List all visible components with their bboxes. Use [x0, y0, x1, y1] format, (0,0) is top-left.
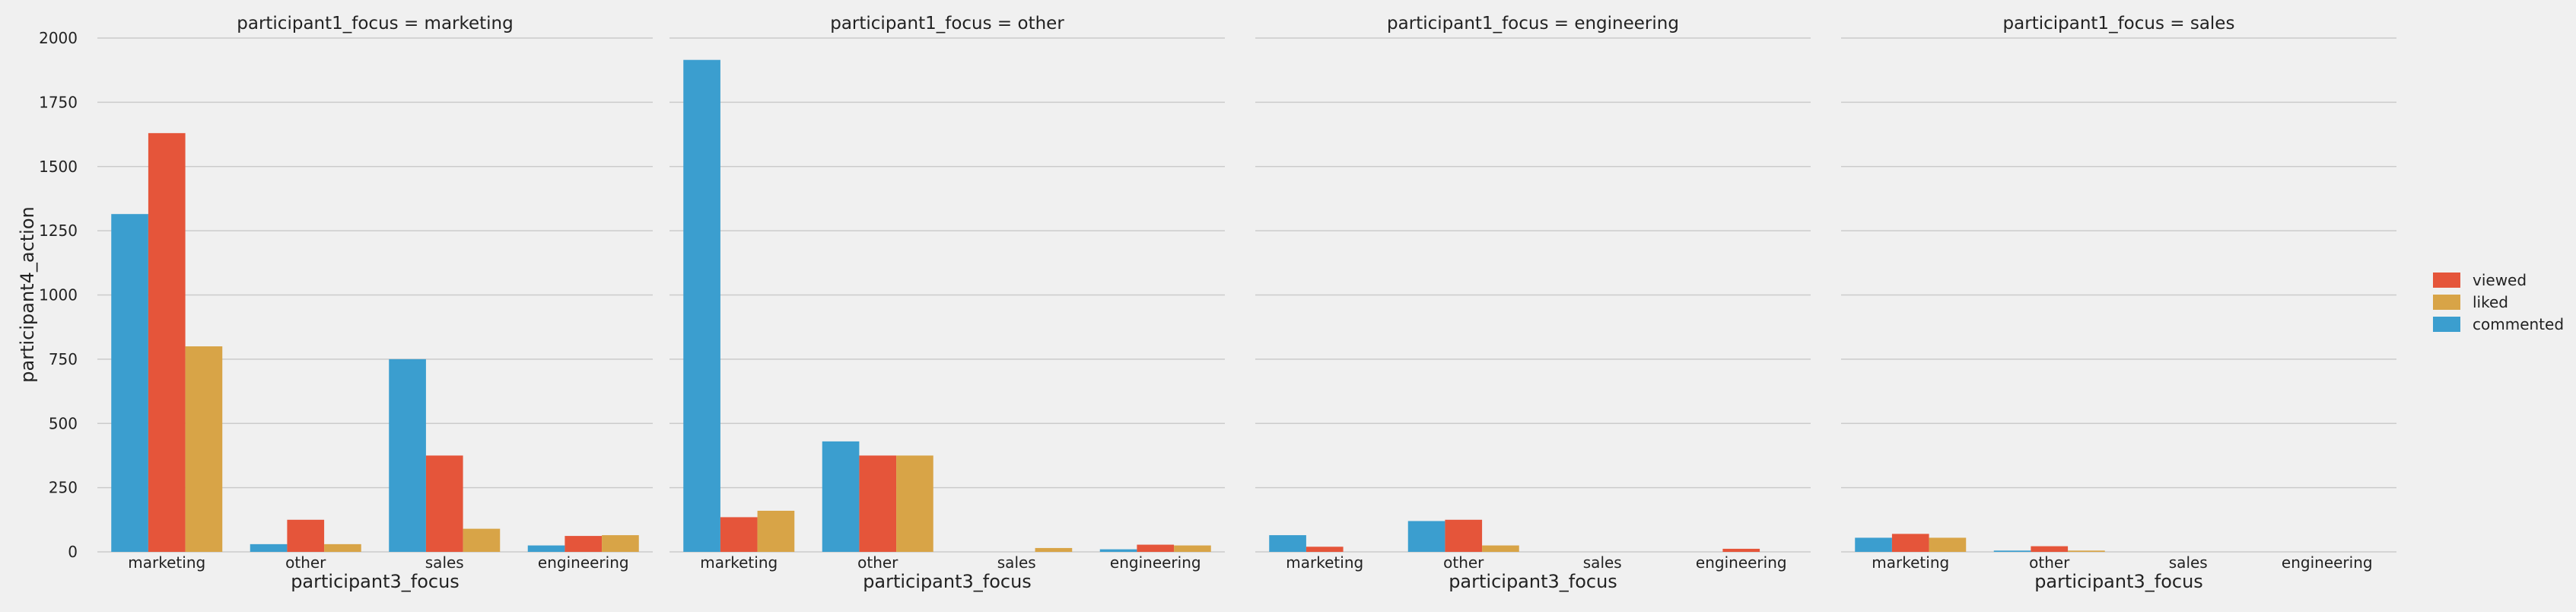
bar-commented	[1855, 537, 1892, 552]
x-tick-label: sales	[997, 553, 1036, 572]
bar-commented	[822, 441, 860, 552]
bar-liked	[896, 455, 933, 552]
y-tick-label: 2000	[39, 29, 78, 47]
y-tick-label: 1750	[39, 93, 78, 111]
legend-label: liked	[2473, 293, 2508, 311]
y-tick-label: 500	[49, 414, 78, 432]
x-tick-label: marketing	[700, 553, 778, 572]
y-axis-label: participant4_action	[17, 206, 38, 382]
x-tick-label: engineering	[1110, 553, 1201, 572]
x-axis-label: participant3_focus	[2034, 571, 2203, 592]
x-tick-label: sales	[425, 553, 464, 572]
legend-swatch	[2433, 317, 2460, 332]
bar-viewed	[1722, 548, 1760, 552]
bar-viewed	[1137, 544, 1175, 552]
bar-viewed	[1445, 519, 1483, 552]
x-tick-label: other	[2029, 553, 2070, 572]
x-tick-label: marketing	[128, 553, 205, 572]
bar-viewed	[720, 517, 758, 552]
bar-commented	[527, 545, 565, 552]
x-axis-label: participant3_focus	[863, 571, 1032, 592]
y-tick-label: 1250	[39, 222, 78, 240]
x-tick-label: engineering	[2282, 553, 2373, 572]
bar-liked	[1174, 545, 1211, 552]
bar-liked	[1929, 537, 1967, 552]
bar-liked	[602, 535, 639, 552]
bar-commented	[389, 359, 426, 552]
bar-viewed	[2031, 546, 2069, 552]
bar-commented	[111, 214, 148, 552]
y-tick-label: 1500	[39, 158, 78, 176]
legend-swatch	[2433, 273, 2460, 288]
bar-liked	[185, 346, 223, 552]
x-tick-label: sales	[2169, 553, 2208, 572]
legend: viewed liked commented	[2433, 271, 2564, 333]
bar-commented	[1993, 550, 2031, 552]
panel-title: participant1_focus = other	[830, 14, 1064, 33]
panel-title: participant1_focus = engineering	[1387, 14, 1679, 33]
x-axis-label: participant3_focus	[1449, 571, 1617, 592]
bar-liked	[1035, 547, 1073, 552]
x-tick-label: marketing	[1872, 553, 1949, 572]
facet-panel: participant1_focus = engineering marketin…	[1255, 14, 1811, 592]
bar-commented	[1099, 549, 1137, 552]
x-tick-label: other	[285, 553, 326, 572]
bar-liked	[324, 543, 361, 552]
panel-title: participant1_focus = sales	[2003, 14, 2235, 33]
x-tick-label: sales	[1583, 553, 1622, 572]
bar-liked	[757, 511, 795, 552]
bar-commented	[1407, 521, 1445, 552]
bar-viewed	[148, 132, 186, 552]
bar-commented	[683, 59, 720, 552]
x-tick-label: engineering	[1696, 553, 1787, 572]
bar-viewed	[287, 519, 325, 552]
bar-commented	[250, 543, 288, 552]
bar-viewed	[564, 536, 603, 552]
bar-commented	[1269, 535, 1306, 552]
x-tick-label: other	[857, 553, 898, 572]
bar-liked	[463, 528, 501, 552]
x-tick-label: marketing	[1286, 553, 1363, 572]
facet-panel: participant1_focus = marketing marketing o…	[97, 14, 653, 592]
bar-viewed	[1891, 534, 1929, 552]
legend-label: commented	[2473, 315, 2564, 333]
x-axis-label: participant3_focus	[291, 571, 460, 592]
bar-viewed	[859, 455, 897, 552]
legend-swatch	[2433, 295, 2460, 310]
legend-label: viewed	[2473, 271, 2527, 289]
y-tick-label: 0	[68, 543, 78, 561]
x-tick-label: other	[1443, 553, 1484, 572]
panel-title: participant1_focus = marketing	[237, 14, 513, 33]
facet-panel: participant1_focus = other marketing other…	[669, 14, 1225, 592]
y-tick-label: 750	[49, 350, 78, 368]
y-tick-label: 1000	[39, 286, 78, 304]
y-tick-label: 250	[49, 479, 78, 497]
facet-panel: participant1_focus = sales marketing other…	[1841, 14, 2396, 592]
bar-viewed	[425, 455, 463, 552]
bar-viewed	[1305, 547, 1344, 552]
x-tick-label: engineering	[538, 553, 629, 572]
bar-liked	[2068, 550, 2105, 552]
bar-liked	[1482, 545, 1519, 552]
